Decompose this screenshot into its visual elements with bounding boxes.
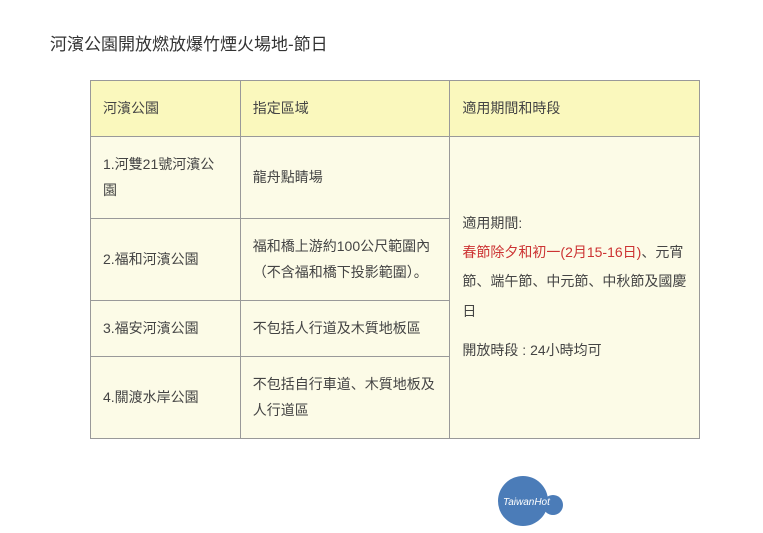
cell-park: 4.關渡水岸公園 xyxy=(91,356,241,438)
cell-park: 1.河雙21號河濱公園 xyxy=(91,136,241,218)
page-title: 河濱公園開放燃放爆竹煙火場地-節日 xyxy=(50,30,713,55)
table-container: 河濱公園 指定區域 適用期間和時段 1.河雙21號河濱公園 龍舟點睛場 適用期間… xyxy=(90,80,713,439)
cell-area: 不包括人行道及木質地板區 xyxy=(240,300,450,356)
cell-area: 福和橋上游約100公尺範圍內（不含福和橋下投影範圍）。 xyxy=(240,218,450,300)
header-park: 河濱公園 xyxy=(91,81,241,137)
cell-park: 3.福安河濱公園 xyxy=(91,300,241,356)
logo-text: TaiwanHot xyxy=(503,497,550,508)
spacer xyxy=(462,326,687,336)
header-period: 適用期間和時段 xyxy=(450,81,700,137)
cell-area: 不包括自行車道、木質地板及人行道區 xyxy=(240,356,450,438)
watermark-logo: TaiwanHot xyxy=(498,473,568,528)
cell-area: 龍舟點睛場 xyxy=(240,136,450,218)
cell-period: 適用期間: 春節除夕和初一(2月15-16日)、元宵節、端午節、中元節、中秋節及… xyxy=(450,136,700,438)
parks-table: 河濱公園 指定區域 適用期間和時段 1.河雙21號河濱公園 龍舟點睛場 適用期間… xyxy=(90,80,700,439)
period-line1: 適用期間: xyxy=(462,209,687,238)
period-line3: 開放時段 : 24小時均可 xyxy=(462,336,687,365)
period-highlight: 春節除夕和初一(2月15-16日) xyxy=(462,244,641,260)
header-area: 指定區域 xyxy=(240,81,450,137)
table-row: 1.河雙21號河濱公園 龍舟點睛場 適用期間: 春節除夕和初一(2月15-16日… xyxy=(91,136,700,218)
table-header-row: 河濱公園 指定區域 適用期間和時段 xyxy=(91,81,700,137)
period-line2: 春節除夕和初一(2月15-16日)、元宵節、端午節、中元節、中秋節及國慶日 xyxy=(462,238,687,326)
cell-park: 2.福和河濱公園 xyxy=(91,218,241,300)
